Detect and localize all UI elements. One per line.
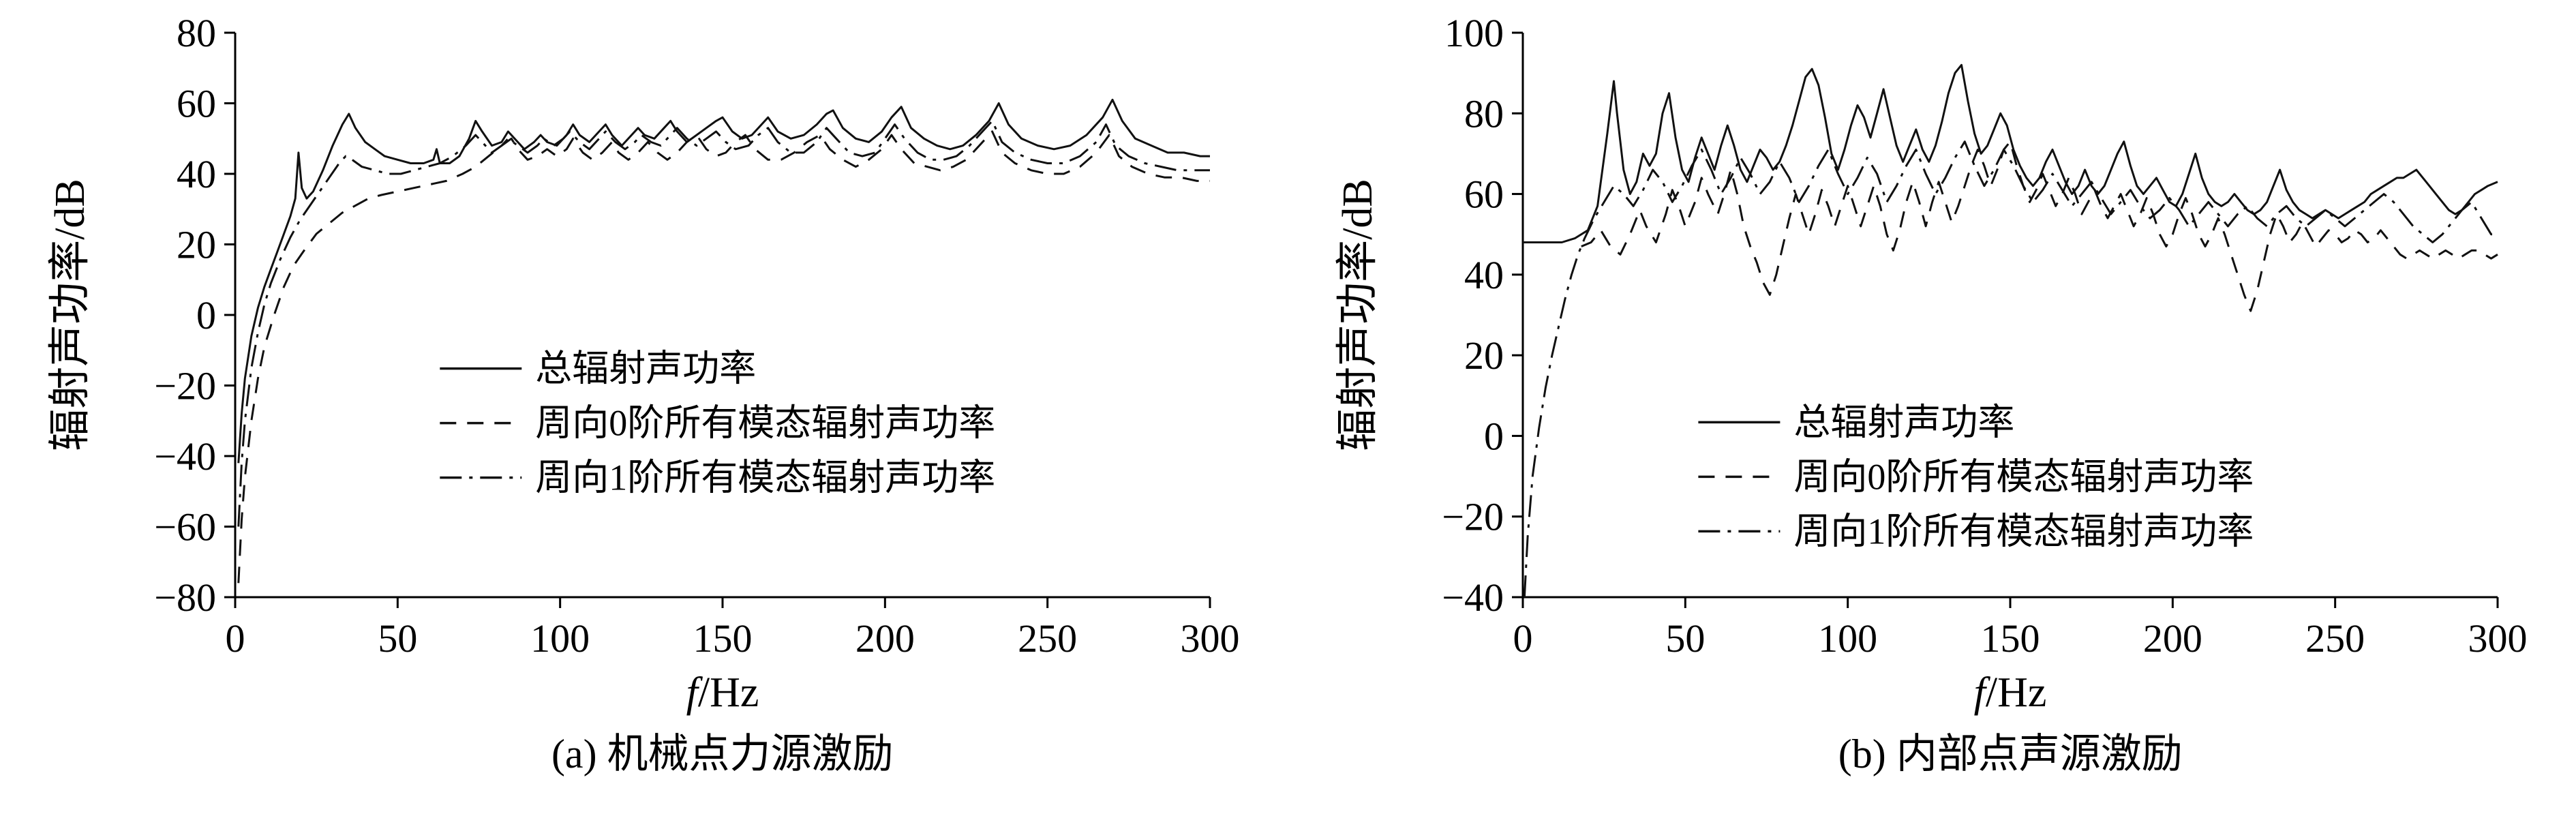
svg-text:40: 40	[177, 152, 216, 196]
svg-text:150: 150	[1981, 616, 2040, 661]
series-line	[1524, 140, 2498, 598]
svg-text:0: 0	[1513, 616, 1533, 661]
svg-text:−20: −20	[154, 364, 216, 408]
svg-text:100: 100	[530, 616, 590, 661]
series-line	[1523, 63, 2498, 243]
svg-text:40: 40	[1464, 253, 1504, 297]
svg-text:100: 100	[1818, 616, 1877, 661]
svg-text:200: 200	[855, 616, 915, 661]
series-line	[237, 119, 1210, 527]
chart-a-plot: 0 50 100 150 200 250 300 −80 −60 −40 −20 0 20 40 60 80 辐…	[31, 4, 1258, 728]
svg-text:300: 300	[1180, 616, 1239, 661]
legend-label: 总辐射声功率	[1794, 402, 2015, 442]
legend-label: 周向1阶所有模态辐射声功率	[1794, 511, 2254, 552]
svg-text:50: 50	[1666, 616, 1706, 661]
svg-text:60: 60	[177, 82, 216, 126]
series-line	[1581, 140, 2499, 312]
svg-text:250: 250	[1018, 616, 1077, 661]
chart-a: 0 50 100 150 200 250 300 −80 −60 −40 −20 0 20 40 60 80 辐…	[31, 4, 1258, 776]
svg-text:80: 80	[1464, 91, 1504, 136]
svg-text:0: 0	[196, 293, 216, 337]
svg-text:80: 80	[177, 11, 216, 55]
chart-a-caption: (a) 机械点力源激励	[551, 731, 894, 776]
svg-text:150: 150	[693, 616, 752, 661]
x-axis-label: f/Hz	[1974, 669, 2047, 716]
svg-text:20: 20	[177, 223, 216, 267]
chart-svg: 0 50 100 150 200 250 300 −80 −60 −40 −20 0 20 40 60 80 辐…	[47, 11, 1240, 716]
y-axis-label: 辐射声功率/dB	[47, 179, 93, 451]
legend-label: 周向1阶所有模态辐射声功率	[535, 457, 995, 498]
legend-label: 总辐射声功率	[535, 348, 756, 389]
legend-label: 周向0阶所有模态辐射声功率	[1794, 456, 2254, 497]
svg-text:0: 0	[225, 616, 245, 661]
chart-b-caption: (b) 内部点声源激励	[1838, 731, 2183, 776]
svg-text:200: 200	[2143, 616, 2202, 661]
svg-text:−60: −60	[154, 505, 216, 549]
series-line	[237, 98, 1210, 464]
svg-text:250: 250	[2305, 616, 2365, 661]
svg-text:50: 50	[378, 616, 417, 661]
svg-text:−40: −40	[1442, 575, 1504, 620]
chart-svg: 0 50 100 150 200 250 300 −40 −20 0 20 40 60 80 100 辐射声功…	[1335, 11, 2528, 716]
svg-text:−40: −40	[154, 434, 216, 479]
svg-text:100: 100	[1444, 11, 1504, 55]
svg-text:−80: −80	[154, 575, 216, 620]
svg-text:60: 60	[1464, 172, 1504, 217]
x-axis-label: f/Hz	[686, 669, 759, 716]
chart-b: 0 50 100 150 200 250 300 −40 −20 0 20 40 60 80 100 辐射声功…	[1288, 0, 2576, 831]
svg-text:−20: −20	[1442, 495, 1504, 539]
chart-b-plot: 0 50 100 150 200 250 300 −40 −20 0 20 40 60 80 100 辐射声功…	[1318, 4, 2545, 728]
svg-text:300: 300	[2468, 616, 2528, 661]
legend-label: 周向0阶所有模态辐射声功率	[535, 403, 995, 444]
svg-text:20: 20	[1464, 333, 1504, 378]
svg-text:0: 0	[1484, 414, 1504, 458]
y-axis-label: 辐射声功率/dB	[1335, 179, 1381, 451]
